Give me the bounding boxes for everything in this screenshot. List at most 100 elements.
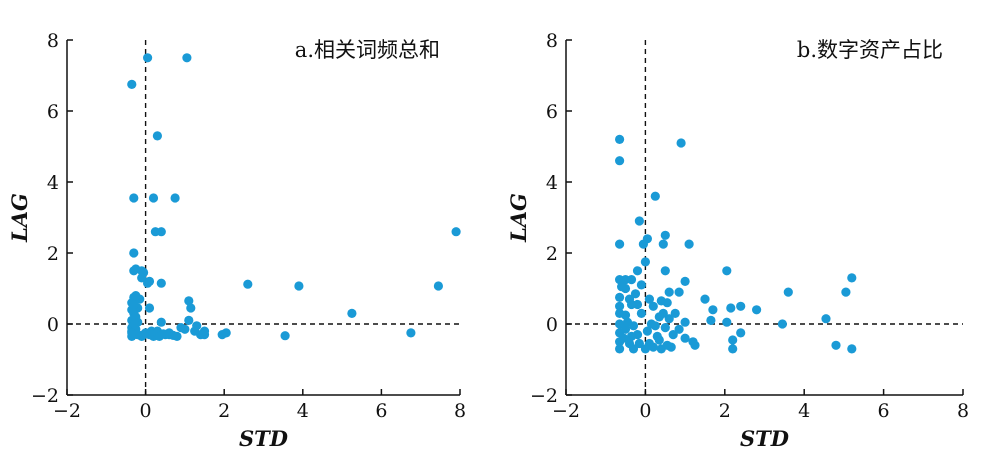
x-axis-title: STD bbox=[239, 426, 289, 451]
data-point bbox=[615, 292, 625, 302]
data-point bbox=[658, 308, 668, 318]
data-point bbox=[280, 331, 290, 341]
panel-title: b.数字资产占比 bbox=[797, 38, 943, 62]
data-point bbox=[156, 278, 166, 288]
data-point bbox=[617, 282, 627, 292]
x-tick-label: 6 bbox=[375, 400, 387, 422]
data-point bbox=[199, 330, 210, 340]
y-tick-label: 6 bbox=[546, 101, 558, 123]
data-point bbox=[180, 324, 190, 334]
data-point bbox=[615, 156, 625, 166]
data-point bbox=[728, 335, 738, 345]
data-point bbox=[660, 323, 670, 333]
data-point bbox=[217, 330, 227, 340]
x-axis-title: STD bbox=[740, 426, 790, 451]
data-point bbox=[139, 330, 149, 340]
x-tick-label: 4 bbox=[297, 400, 309, 422]
data-point bbox=[658, 239, 668, 249]
y-tick-label: 6 bbox=[47, 101, 59, 123]
data-point bbox=[184, 315, 194, 325]
data-point bbox=[642, 326, 653, 336]
data-point bbox=[634, 338, 645, 349]
data-point bbox=[660, 230, 670, 240]
y-axis-title: LAG bbox=[506, 193, 531, 243]
data-point bbox=[664, 314, 674, 324]
data-point bbox=[648, 342, 658, 352]
data-point bbox=[626, 331, 637, 341]
data-point bbox=[700, 294, 710, 304]
data-point bbox=[156, 227, 166, 237]
data-point bbox=[619, 333, 629, 343]
data-point bbox=[660, 266, 670, 276]
data-point bbox=[680, 333, 690, 343]
data-point bbox=[654, 335, 664, 345]
data-point bbox=[243, 279, 253, 289]
data-point bbox=[674, 324, 684, 334]
x-tick-label: −2 bbox=[53, 400, 81, 422]
data-point bbox=[615, 239, 625, 249]
data-point bbox=[433, 281, 443, 291]
data-point bbox=[841, 287, 851, 297]
data-point bbox=[615, 344, 625, 354]
data-point bbox=[831, 340, 841, 350]
data-point bbox=[640, 257, 651, 267]
data-point bbox=[347, 308, 357, 318]
data-point bbox=[129, 266, 139, 276]
data-point bbox=[131, 291, 141, 301]
y-tick-label: −2 bbox=[31, 385, 59, 407]
data-point bbox=[152, 131, 162, 141]
data-point bbox=[127, 79, 137, 89]
data-point bbox=[670, 308, 680, 318]
data-point bbox=[622, 317, 633, 327]
y-tick-label: 8 bbox=[546, 30, 558, 52]
x-tick-label: 4 bbox=[798, 400, 810, 422]
y-tick-label: 8 bbox=[47, 30, 59, 52]
data-point bbox=[626, 275, 637, 285]
y-axis-title: LAG bbox=[7, 193, 32, 243]
y-tick-label: 2 bbox=[546, 243, 558, 265]
data-point bbox=[847, 344, 857, 354]
data-point bbox=[626, 299, 637, 310]
y-tick-label: 2 bbox=[47, 243, 59, 265]
data-point bbox=[722, 317, 732, 327]
data-point bbox=[172, 331, 182, 341]
data-point bbox=[821, 314, 831, 324]
data-point bbox=[127, 328, 137, 338]
data-point bbox=[634, 216, 645, 226]
data-point bbox=[640, 344, 651, 354]
data-point bbox=[156, 317, 166, 327]
data-point bbox=[143, 278, 153, 288]
data-point bbox=[648, 301, 658, 311]
data-point bbox=[615, 134, 625, 144]
x-tick-label: 0 bbox=[639, 400, 651, 422]
data-point bbox=[164, 330, 174, 340]
data-point bbox=[451, 227, 461, 237]
data-point bbox=[706, 315, 716, 325]
y-tick-label: 0 bbox=[47, 314, 59, 336]
data-point bbox=[636, 308, 647, 318]
data-point bbox=[129, 248, 139, 258]
data-point bbox=[847, 273, 857, 283]
x-tick-label: −2 bbox=[552, 400, 580, 422]
data-point bbox=[620, 310, 631, 320]
data-point bbox=[656, 344, 666, 354]
data-point bbox=[129, 299, 139, 310]
data-point bbox=[143, 53, 153, 63]
data-point bbox=[129, 193, 139, 203]
data-point bbox=[668, 330, 678, 340]
data-point bbox=[620, 324, 631, 334]
x-tick-label: 8 bbox=[454, 400, 466, 422]
data-point bbox=[680, 276, 690, 286]
data-point bbox=[186, 303, 196, 313]
data-point bbox=[638, 239, 649, 249]
data-point bbox=[137, 273, 147, 283]
data-point bbox=[666, 342, 676, 352]
y-tick-label: −2 bbox=[530, 385, 558, 407]
y-tick-label: 0 bbox=[546, 314, 558, 336]
x-tick-label: 0 bbox=[140, 400, 152, 422]
data-point bbox=[684, 239, 694, 249]
x-tick-label: 8 bbox=[957, 400, 969, 422]
data-point bbox=[628, 344, 639, 354]
data-point bbox=[184, 296, 194, 306]
